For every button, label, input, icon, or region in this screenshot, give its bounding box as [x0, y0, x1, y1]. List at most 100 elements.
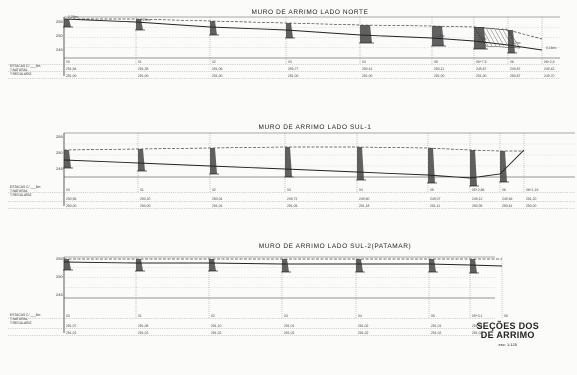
legend-stakes: ESTACAS C/ ___5m	[10, 185, 41, 189]
legend-stakes: ESTACAS C/ ___5m	[10, 313, 41, 317]
natural-elevation: 251,01	[472, 324, 483, 328]
natural-elevation: 249,87	[510, 67, 521, 71]
natural-elevation: 251,39	[138, 67, 149, 71]
natural-elevation: 251,02	[358, 324, 369, 328]
legend-regularized: T.REGULARIZ.	[10, 193, 33, 198]
station-label: 02	[212, 60, 216, 64]
station-label: 01	[140, 188, 144, 192]
regularized-elevation: 251,00	[138, 74, 149, 78]
slope-hatch-outline	[473, 26, 521, 49]
retaining-wall-section	[357, 147, 364, 180]
legend-natural: T.NATURAL	[10, 317, 28, 322]
regularized-elevation: 251,02	[472, 331, 483, 335]
station-label: 03	[288, 60, 292, 64]
panel-title-sul-1: MURO DE ARRIMO LADO SUL-1	[258, 124, 372, 131]
station-label: 06	[510, 60, 514, 64]
legend-natural: T.NATURAL	[10, 68, 28, 73]
station-label: 00	[66, 314, 70, 318]
natural-elevation: 250,77	[288, 67, 299, 71]
natural-elevation: 250,56	[66, 197, 77, 201]
regularized-elevation: 250,00	[526, 204, 537, 208]
natural-elevation: 251,01	[284, 324, 295, 328]
natural-elevation: 249,72	[287, 197, 298, 201]
natural-terrain-line	[63, 261, 503, 267]
regularized-elevation: 251,02	[138, 331, 149, 335]
retaining-wall-section	[432, 26, 444, 46]
natural-elevation: 250,11	[434, 67, 445, 71]
regularized-elevation: 251,05	[287, 204, 298, 208]
natural-elevation: 251,10	[211, 324, 222, 328]
slope-hatch	[477, 27, 489, 47]
station-label: 05+3,1	[472, 314, 483, 318]
sheet-title-line-1: SEÇÕES DOS	[476, 321, 539, 331]
natural-elevation: 250,04	[212, 197, 223, 201]
regularized-elevation: 251,18	[359, 204, 370, 208]
scale-label: esc: 1:125	[498, 342, 517, 347]
y-tick: 255	[56, 19, 63, 24]
regularized-elevation: 251,00	[66, 74, 77, 78]
regularized-elevation: 251,02	[211, 331, 222, 335]
retaining-wall-section	[470, 259, 477, 273]
station-label: 01	[138, 314, 142, 318]
station-label: 05+2,86	[472, 188, 485, 192]
slope-hatch	[485, 27, 497, 47]
slope-hatch	[493, 27, 505, 47]
natural-elevation: 251,54	[66, 67, 77, 71]
station-label: 00	[66, 188, 70, 192]
station-label: 02	[212, 188, 216, 192]
regularized-elevation: 251,02	[431, 331, 442, 335]
station-label: 05	[430, 188, 434, 192]
regularized-elevation: 251,00	[212, 74, 223, 78]
retaining-wall-section	[138, 149, 145, 171]
regularized-elevation: 251,00	[288, 74, 299, 78]
legend-natural: T.NATURAL	[10, 189, 28, 194]
slope-hatch	[497, 27, 509, 47]
y-tick: 250	[56, 274, 63, 279]
regularized-elevation: 250,00	[66, 204, 77, 208]
station-label: 06+1,15	[526, 188, 539, 192]
natural-elevation: 249,60	[359, 197, 370, 201]
natural-elevation: 250,20	[140, 197, 151, 201]
retaining-wall-section	[64, 259, 71, 270]
legend-regularized: T.REGULARIZ.	[10, 72, 33, 77]
natural-elevation: 249,46	[502, 197, 513, 201]
wall-height-label: 2,20m²	[140, 18, 151, 22]
legend: ESTACAS C/ ___5m T.NATURAL T.REGULARIZ.	[10, 313, 40, 326]
natural-elevation: 251,07	[66, 324, 77, 328]
regularized-elevation: 251,00	[476, 74, 487, 78]
regularized-elevation: 250,95	[472, 204, 483, 208]
regularized-elevation: 251,02	[66, 331, 77, 335]
wall-height-label: 2,28m²	[68, 15, 79, 19]
slope-hatch	[505, 27, 517, 47]
slope-hatch	[489, 27, 501, 47]
y-tick: 245	[56, 292, 63, 297]
wall-height-label: 1,9m²	[478, 37, 487, 41]
retaining-wall-section	[500, 151, 507, 182]
station-label: 04	[362, 60, 366, 64]
retaining-wall-section	[360, 25, 372, 43]
retaining-wall-section	[64, 19, 71, 27]
station-label: 00	[66, 60, 70, 64]
retaining-wall-section	[282, 259, 289, 272]
regularized-elevation: 250,61	[502, 204, 513, 208]
wall-height-label: 0,7m²	[512, 41, 521, 45]
natural-elevation: 251,20	[526, 197, 537, 201]
retaining-wall-section	[136, 259, 143, 271]
retaining-wall-section	[210, 148, 217, 174]
natural-terrain-line	[63, 149, 525, 179]
regularized-elevation: 251,02	[284, 331, 295, 335]
natural-elevation: 249,07	[430, 197, 441, 201]
slope-hatch	[481, 27, 493, 47]
y-tick: 250	[56, 33, 63, 38]
station-label: 05+7,5	[476, 60, 487, 64]
station-label: 03	[287, 188, 291, 192]
regularized-elevation: 251,00	[362, 74, 373, 78]
regularized-elevation: 251,02	[358, 331, 369, 335]
regularized-elevation: 249,70	[544, 74, 555, 78]
regularized-terrain-line	[63, 146, 524, 152]
retaining-wall-section	[356, 259, 363, 272]
station-label: 04	[358, 314, 362, 318]
retaining-wall-section	[285, 147, 292, 177]
